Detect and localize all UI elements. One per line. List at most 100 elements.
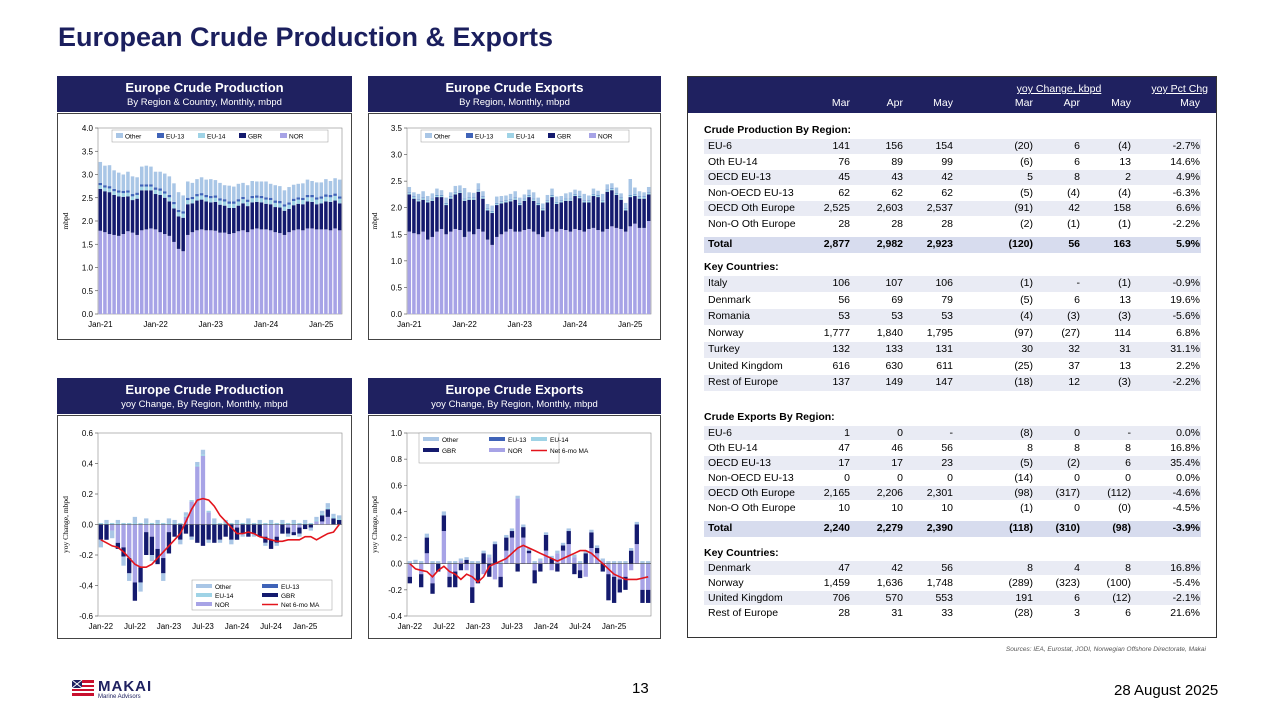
bar-segment: [498, 576, 503, 588]
bar-segment: [526, 553, 532, 564]
table-cell: 149: [885, 376, 903, 388]
bar-segment: [308, 522, 313, 525]
bar-segment: [273, 202, 277, 208]
bar-segment: [573, 228, 577, 314]
bar-segment: [472, 192, 476, 198]
bar-segment: [310, 194, 314, 198]
bar-segment: [476, 191, 481, 229]
bar-segment: [103, 165, 107, 186]
bar-segment: [572, 554, 577, 558]
table-cell: 31: [891, 607, 903, 619]
bar-segment: [490, 210, 494, 212]
bar-segment: [472, 199, 476, 235]
bar-segment: [337, 196, 342, 199]
bar-segment: [246, 524, 251, 537]
table-cell: (323): [1055, 577, 1080, 589]
x-tick-label: Jan-21: [397, 320, 422, 329]
bar-segment: [178, 539, 183, 545]
x-tick-label: Jan-23: [466, 622, 491, 631]
bar-segment: [139, 186, 144, 191]
bar-segment: [543, 534, 549, 551]
table-cell: (27): [1061, 326, 1080, 339]
bar-segment: [623, 561, 628, 564]
bar-segment: [550, 188, 554, 195]
bar-segment: [430, 199, 435, 201]
bar-segment: [144, 165, 149, 185]
bar-segment: [199, 199, 204, 230]
bar-segment: [301, 200, 305, 205]
bar-segment: [470, 561, 475, 564]
table-cell: 42: [891, 562, 903, 574]
bar-segment: [263, 524, 268, 537]
bar-segment: [218, 182, 222, 199]
bar-segment: [138, 582, 143, 592]
y-tick-label: 3.5: [82, 147, 94, 156]
bar-segment: [153, 189, 158, 195]
bar-segment: [439, 194, 444, 196]
table-cell: 2,525: [823, 202, 850, 214]
bar-segment: [509, 537, 515, 564]
table-row-bg: [704, 486, 1201, 500]
bar-segment: [278, 233, 282, 314]
table-cell: 1,748: [926, 577, 953, 589]
bar-segment: [527, 194, 531, 196]
bar-segment: [291, 205, 296, 231]
table-cell: 133: [885, 343, 903, 355]
bar-segment: [637, 227, 642, 314]
bar-segment: [240, 522, 245, 525]
bar-segment: [425, 202, 430, 240]
bar-segment: [634, 521, 639, 525]
table-cell: -: [1076, 277, 1081, 289]
bar-segment: [458, 191, 462, 193]
table-cell: (98): [1014, 487, 1033, 499]
bar-segment: [407, 192, 412, 195]
bar-segment: [416, 193, 421, 200]
col-header: Mar: [1014, 97, 1033, 109]
bar-segment: [453, 192, 458, 195]
bar-segment: [153, 194, 158, 230]
bar-segment: [646, 561, 651, 564]
bar-segment: [614, 192, 619, 194]
legend-swatch: [239, 133, 246, 138]
bar-segment: [172, 201, 176, 205]
bar-segment: [255, 201, 259, 229]
bar-segment: [526, 548, 532, 551]
table-cell: 28: [941, 217, 953, 230]
bar-segment: [337, 230, 342, 314]
bar-segment: [98, 539, 103, 548]
y-tick-label: 0.4: [391, 507, 403, 516]
table-cell: (118): [1009, 522, 1033, 534]
bar-segment: [222, 205, 227, 233]
bar-segment: [263, 522, 268, 525]
bar-segment: [623, 202, 628, 209]
bar-segment: [218, 198, 222, 201]
bar-segment: [541, 208, 545, 209]
bar-segment: [167, 201, 172, 236]
bar-segment: [204, 194, 208, 198]
chart-exports-svg: 0.0 0.5 1.0 1.5 2.0 2.5 3.0 3.5 mbpd Jan-21 Jan-22…: [370, 124, 652, 329]
bar-segment: [550, 197, 554, 229]
bar-segment: [227, 185, 231, 202]
bar-segment: [297, 524, 302, 528]
bar-segment: [600, 193, 605, 201]
bar-segment: [564, 193, 568, 199]
bar-segment: [264, 229, 268, 314]
table-cell: 553: [935, 592, 953, 604]
bar-segment: [139, 184, 144, 187]
y-tick-label: 1.0: [391, 429, 403, 438]
bar-segment: [121, 524, 126, 548]
row-label: Non-O Oth Europe: [708, 217, 796, 230]
bar-segment: [280, 522, 285, 525]
bar-segment: [560, 545, 566, 551]
bar-segment: [508, 193, 513, 200]
bar-segment: [646, 194, 651, 221]
bar-segment: [232, 233, 236, 314]
bar-segment: [633, 193, 637, 195]
bar-segment: [103, 185, 107, 188]
table-cell: 0: [1125, 472, 1131, 484]
bar-segment: [333, 228, 337, 314]
bar-segment: [521, 524, 526, 528]
bar-segment: [543, 550, 549, 564]
bar-segment: [541, 236, 545, 314]
bar-segment: [504, 550, 509, 564]
